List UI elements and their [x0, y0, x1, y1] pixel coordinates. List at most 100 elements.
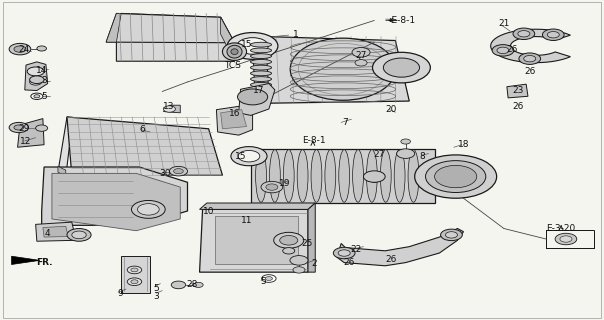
- Circle shape: [434, 165, 477, 188]
- Text: 29: 29: [18, 124, 29, 133]
- Circle shape: [397, 149, 415, 158]
- Polygon shape: [507, 84, 528, 98]
- Circle shape: [261, 181, 283, 193]
- Text: E-8-1: E-8-1: [302, 136, 326, 145]
- Circle shape: [173, 169, 183, 174]
- Text: 16: 16: [229, 109, 240, 118]
- Text: 27: 27: [373, 150, 385, 159]
- Text: 26: 26: [524, 67, 536, 76]
- Circle shape: [262, 275, 276, 282]
- Circle shape: [227, 33, 278, 59]
- Polygon shape: [58, 166, 66, 177]
- Text: 23: 23: [512, 86, 524, 95]
- Circle shape: [27, 67, 44, 76]
- Circle shape: [238, 150, 260, 162]
- Text: 22: 22: [350, 245, 362, 254]
- Text: TCS: TCS: [224, 60, 241, 69]
- Circle shape: [14, 46, 26, 52]
- Circle shape: [237, 89, 268, 105]
- Text: 13: 13: [162, 102, 174, 111]
- Circle shape: [364, 171, 385, 182]
- Circle shape: [445, 232, 457, 238]
- Ellipse shape: [408, 150, 419, 202]
- Polygon shape: [11, 256, 40, 265]
- Circle shape: [193, 282, 203, 287]
- Circle shape: [36, 125, 48, 131]
- Circle shape: [9, 44, 31, 55]
- Polygon shape: [117, 13, 234, 61]
- Circle shape: [72, 231, 86, 239]
- Text: 24: 24: [18, 44, 29, 54]
- Text: 21: 21: [498, 19, 510, 28]
- Circle shape: [519, 53, 541, 64]
- Circle shape: [293, 267, 305, 273]
- Polygon shape: [18, 119, 44, 147]
- Polygon shape: [199, 203, 315, 209]
- Circle shape: [560, 236, 572, 242]
- Ellipse shape: [297, 150, 308, 202]
- Text: 9: 9: [117, 289, 123, 298]
- Circle shape: [31, 93, 43, 100]
- Polygon shape: [216, 105, 252, 135]
- Circle shape: [170, 166, 187, 176]
- Circle shape: [37, 46, 47, 51]
- Text: 28: 28: [187, 280, 198, 289]
- Text: 15: 15: [241, 40, 252, 49]
- Circle shape: [266, 184, 278, 190]
- Ellipse shape: [227, 45, 242, 58]
- Circle shape: [497, 47, 509, 53]
- Text: FR.: FR.: [36, 258, 53, 267]
- Text: 14: 14: [36, 66, 47, 75]
- Ellipse shape: [367, 150, 378, 202]
- Circle shape: [14, 125, 24, 130]
- Ellipse shape: [291, 38, 396, 100]
- Circle shape: [265, 276, 272, 280]
- Polygon shape: [199, 209, 308, 272]
- Ellipse shape: [325, 150, 336, 202]
- Circle shape: [138, 204, 159, 215]
- Circle shape: [131, 280, 138, 284]
- Text: 19: 19: [280, 180, 291, 188]
- Circle shape: [440, 229, 462, 241]
- Ellipse shape: [222, 43, 246, 60]
- Circle shape: [283, 248, 295, 254]
- Ellipse shape: [283, 150, 294, 202]
- Text: 3: 3: [153, 292, 159, 301]
- Circle shape: [30, 79, 42, 85]
- Circle shape: [513, 28, 535, 39]
- Polygon shape: [251, 149, 434, 203]
- Polygon shape: [58, 117, 187, 177]
- Circle shape: [518, 31, 530, 37]
- Circle shape: [415, 155, 496, 198]
- Text: 27: 27: [355, 51, 367, 60]
- Ellipse shape: [353, 150, 364, 202]
- Polygon shape: [52, 173, 180, 231]
- Ellipse shape: [394, 150, 405, 202]
- Polygon shape: [67, 117, 222, 175]
- Circle shape: [555, 233, 577, 245]
- Circle shape: [127, 278, 142, 285]
- Circle shape: [384, 58, 420, 77]
- Ellipse shape: [251, 54, 272, 59]
- Circle shape: [352, 48, 370, 57]
- Circle shape: [131, 268, 138, 272]
- Text: 4: 4: [45, 229, 51, 238]
- Text: 20: 20: [385, 105, 397, 114]
- Text: 3: 3: [41, 76, 47, 85]
- Text: 2: 2: [311, 259, 317, 268]
- Circle shape: [171, 281, 185, 289]
- Circle shape: [30, 76, 44, 84]
- Circle shape: [231, 147, 267, 166]
- Polygon shape: [36, 222, 76, 241]
- Polygon shape: [239, 84, 275, 116]
- Polygon shape: [220, 17, 234, 61]
- Ellipse shape: [251, 88, 272, 93]
- Circle shape: [164, 106, 175, 112]
- Text: ⇒E-8-1: ⇒E-8-1: [384, 16, 415, 25]
- Ellipse shape: [255, 150, 266, 202]
- Bar: [546, 230, 594, 248]
- Polygon shape: [106, 13, 121, 42]
- Text: 5: 5: [260, 277, 266, 286]
- Ellipse shape: [251, 83, 272, 87]
- Polygon shape: [220, 110, 246, 129]
